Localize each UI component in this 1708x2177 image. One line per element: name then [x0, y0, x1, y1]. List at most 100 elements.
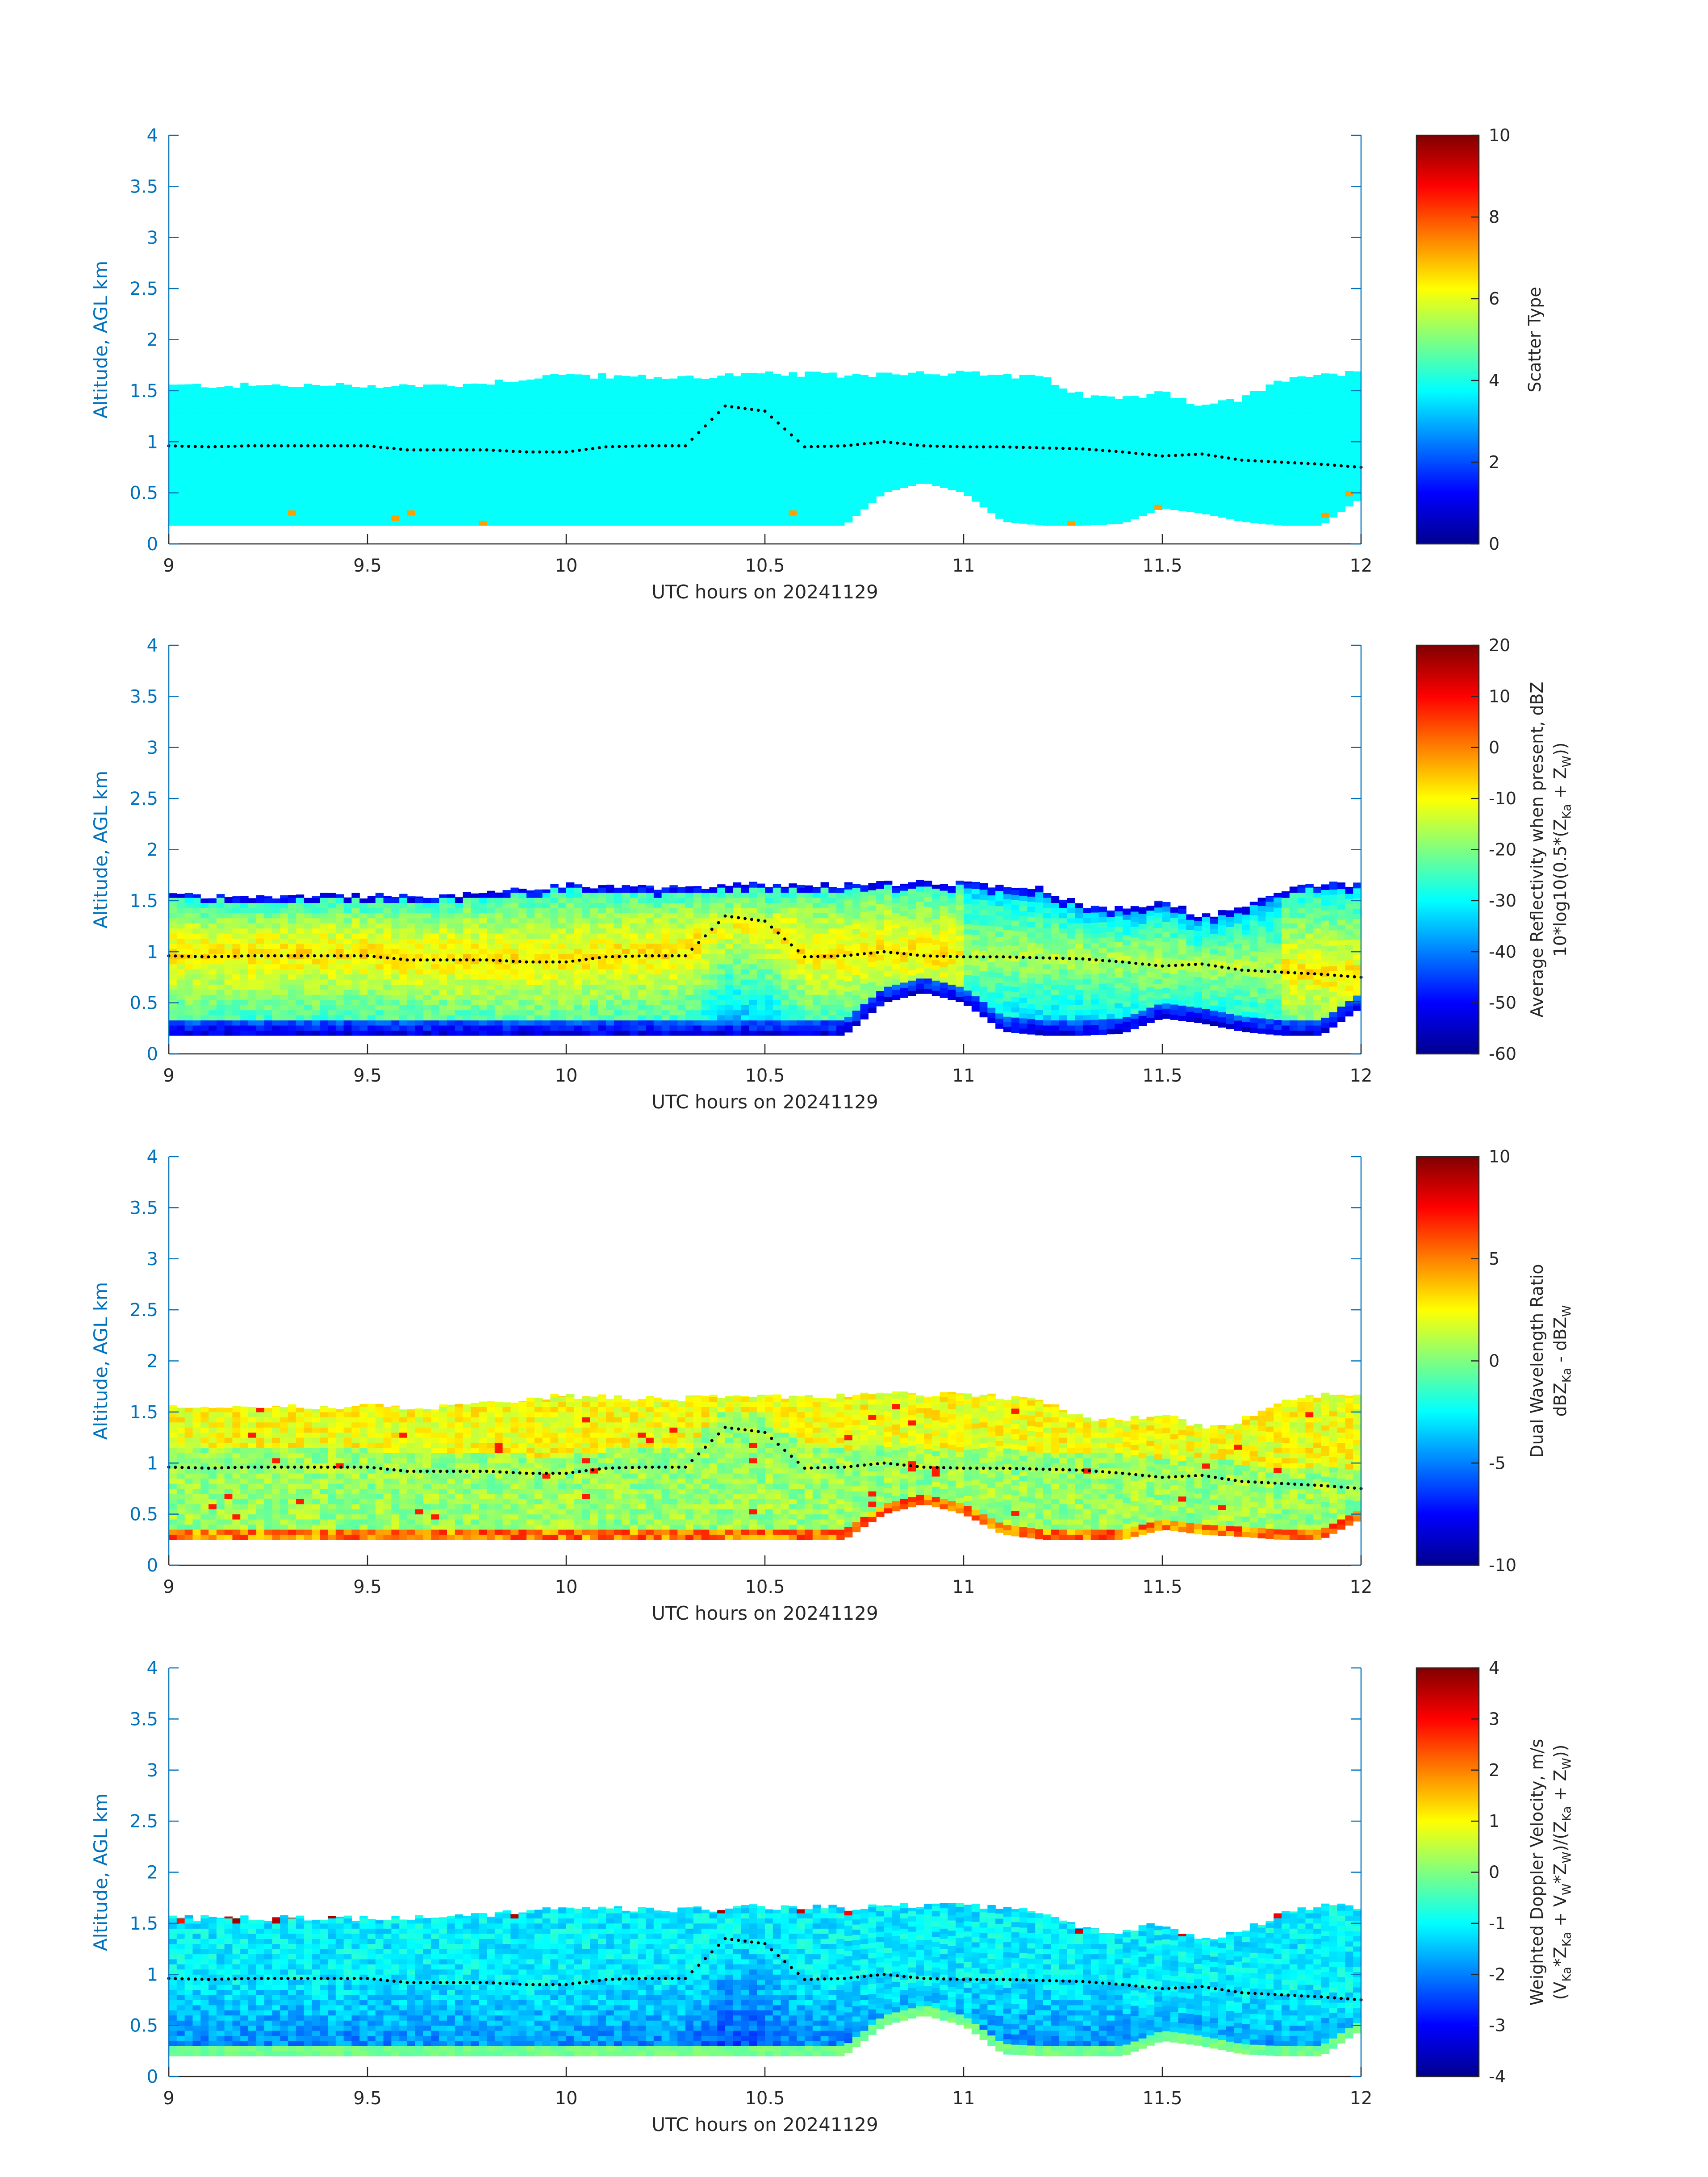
- x-tick-label: 9: [163, 1066, 174, 1086]
- colorbar: -4 -3 -2 -1 0 1 2 3 4 Weighted Doppler Velocity, …: [1416, 1658, 1574, 2086]
- y-tick-label: 3: [147, 228, 158, 248]
- colorbar-gradient: [1416, 1156, 1480, 1566]
- y-tick-label: 0: [147, 2067, 158, 2087]
- x-tick-label: 10.5: [745, 1577, 785, 1597]
- x-tick-label: 9: [163, 556, 174, 576]
- x-tick-label: 11.5: [1142, 1577, 1182, 1597]
- colorbar-tick-label: -3: [1489, 2016, 1506, 2035]
- colorbar-tick-label: 2: [1489, 1760, 1499, 1780]
- x-tick-label: 10: [555, 2088, 578, 2109]
- x-tick-label: 9.5: [353, 556, 382, 576]
- y-tick-label: 2: [147, 1863, 158, 1883]
- colorbar-tick-label: 10: [1489, 1147, 1510, 1166]
- y-tick-label: 1.5: [129, 381, 158, 401]
- x-tick-label: 11.5: [1142, 1066, 1182, 1086]
- x-tick-label: 9.5: [353, 1066, 382, 1086]
- y-axis-label: Altitude, AGL km: [90, 1793, 112, 1951]
- colorbar-tick-label: -40: [1489, 942, 1516, 961]
- x-tick-label: 11.5: [1142, 556, 1182, 576]
- x-tick-label: 11: [952, 1066, 975, 1086]
- y-tick-label: 0.5: [129, 2016, 158, 2036]
- colorbar-tick-label: 0: [1489, 534, 1499, 554]
- colorbar-tick-label: -5: [1489, 1453, 1506, 1473]
- colorbar-tick-label: 10: [1489, 125, 1510, 145]
- y-tick-label: 3.5: [129, 686, 158, 707]
- colorbar-label: Average Reflectivity when present, dBZ: [1527, 682, 1547, 1018]
- x-tick-label: 9.5: [353, 2088, 382, 2109]
- x-tick-label: 10: [555, 1577, 578, 1597]
- y-tick-label: 1: [147, 1964, 158, 1985]
- cloud-base-markers: [167, 1937, 1363, 2002]
- x-axis-label: UTC hours on 20241129: [651, 1091, 878, 1113]
- colorbar-label: Dual Wavelength Ratio: [1527, 1264, 1547, 1458]
- x-tick-label: 10.5: [745, 556, 785, 576]
- y-tick-label: 3.5: [129, 1709, 158, 1730]
- colorbar-tick-label: 8: [1489, 207, 1499, 227]
- y-tick-label: 1.5: [129, 891, 158, 911]
- y-tick-label: 1: [147, 942, 158, 962]
- colorbar-tick-label: 1: [1489, 1811, 1499, 1831]
- colorbar-label: Weighted Doppler Velocity, m/s: [1527, 1739, 1547, 2006]
- y-axis-label: Altitude, AGL km: [90, 771, 112, 928]
- colorbar-tick-label: 10: [1489, 686, 1510, 706]
- colorbar-tick-label: 0: [1489, 1863, 1499, 1882]
- x-axis-label: UTC hours on 20241129: [651, 581, 878, 603]
- cloud-base-markers: [167, 1425, 1363, 1490]
- heatmap-cells: [169, 1391, 1361, 1540]
- y-tick-label: 0: [147, 534, 158, 555]
- colorbar-label: Scatter Type: [1525, 287, 1545, 392]
- x-tick-label: 9.5: [353, 1577, 382, 1597]
- x-axis-label: UTC hours on 20241129: [651, 2114, 878, 2135]
- y-tick-label: 2: [147, 1351, 158, 1372]
- colorbar-tick-label: 6: [1489, 289, 1499, 309]
- colorbar-tick-label: 2: [1489, 452, 1499, 472]
- colorbar-gradient: [1416, 1667, 1480, 2077]
- x-tick-label: 9: [163, 1577, 174, 1597]
- colorbar-tick-label: 5: [1489, 1249, 1499, 1269]
- colorbar: -60 -50 -40 -30 -20 -10 0 10 20 Average Reflectiv…: [1416, 635, 1574, 1064]
- x-tick-label: 11: [952, 2088, 975, 2109]
- colorbar-tick-label: 20: [1489, 635, 1510, 655]
- y-tick-label: 4: [147, 125, 158, 146]
- heatmap-cells: [169, 1903, 1361, 2056]
- colorbar: 0 2 4 6 8 10 Scatter Type: [1416, 125, 1545, 554]
- y-tick-label: 3: [147, 1249, 158, 1270]
- colorbar-tick-label: 0: [1489, 738, 1499, 757]
- y-tick-label: 1: [147, 1453, 158, 1474]
- colorbar-tick-label: -4: [1489, 2067, 1506, 2086]
- colorbar-tick-label: -60: [1489, 1044, 1516, 1064]
- x-tick-label: 12: [1350, 2088, 1373, 2109]
- x-tick-label: 11: [952, 556, 975, 576]
- colorbar: -10 -5 0 5 10 Dual Wavelength Ratio dBZKa - dB…: [1416, 1147, 1574, 1575]
- x-tick-label: 10: [555, 1066, 578, 1086]
- y-tick-label: 1.5: [129, 1402, 158, 1423]
- y-tick-label: 3.5: [129, 176, 158, 197]
- y-tick-label: 2: [147, 840, 158, 861]
- colorbar-label: (VKa*ZKa + VW*ZW)/(ZKa + ZW)): [1550, 1745, 1574, 2000]
- colorbar-tick-label: -20: [1489, 840, 1516, 860]
- colorbar-tick-label: -10: [1489, 1555, 1516, 1575]
- y-tick-label: 1.5: [129, 1914, 158, 1934]
- colorbar-tick-label: -2: [1489, 1964, 1506, 1984]
- y-tick-label: 2.5: [129, 789, 158, 809]
- heatmap-cells: [169, 880, 1361, 1036]
- colorbar-tick-label: -10: [1489, 789, 1516, 808]
- x-tick-label: 10.5: [745, 2088, 785, 2109]
- y-tick-label: 4: [147, 635, 158, 656]
- colorbar-label: dBZKa - dBZW: [1550, 1305, 1574, 1417]
- y-tick-label: 4: [147, 1658, 158, 1679]
- x-tick-label: 11.5: [1142, 2088, 1182, 2109]
- x-tick-label: 10: [555, 556, 578, 576]
- y-tick-label: 2.5: [129, 1811, 158, 1832]
- x-tick-label: 12: [1350, 1066, 1373, 1086]
- y-tick-label: 3.5: [129, 1198, 158, 1218]
- colorbar-label: 10*log10(0.5*(ZKa + ZW)): [1550, 742, 1574, 957]
- y-tick-label: 2: [147, 330, 158, 351]
- y-tick-label: 0.5: [129, 993, 158, 1014]
- y-tick-label: 0: [147, 1555, 158, 1576]
- colorbar-tick-label: -30: [1489, 891, 1516, 911]
- colorbar-gradient: [1416, 134, 1480, 545]
